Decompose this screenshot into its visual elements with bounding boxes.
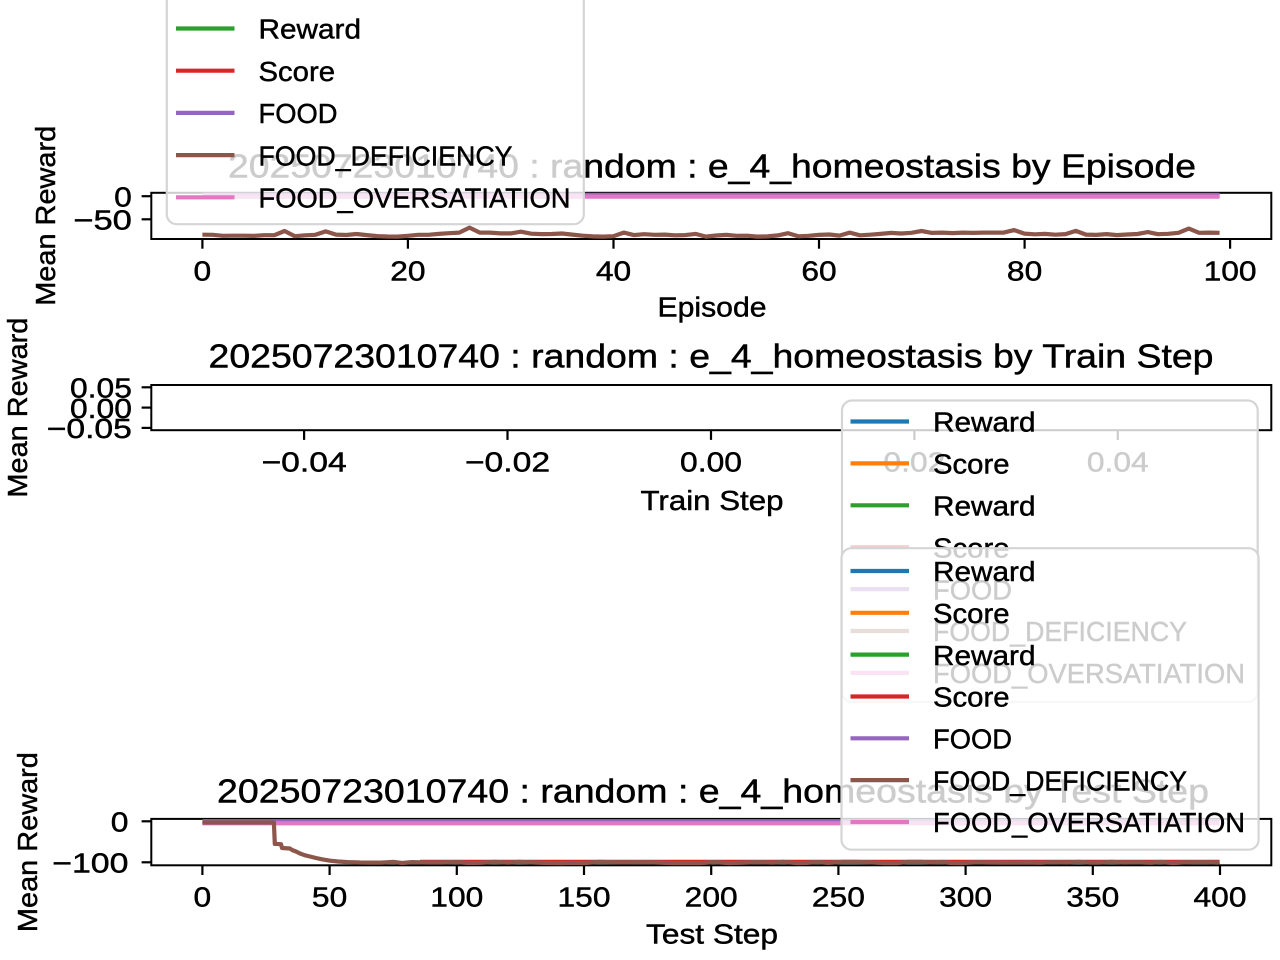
svg-text:0: 0 [194, 255, 212, 286]
svg-text:150: 150 [558, 882, 611, 913]
svg-text:80: 80 [1007, 255, 1042, 286]
svg-text:Test Step: Test Step [646, 918, 778, 949]
svg-text:50: 50 [312, 882, 347, 913]
svg-text:Score: Score [933, 682, 1010, 713]
svg-text:100: 100 [1204, 255, 1257, 286]
svg-text:300: 300 [939, 882, 992, 913]
svg-text:FOOD_DEFICIENCY: FOOD_DEFICIENCY [933, 765, 1187, 796]
svg-text:0: 0 [194, 882, 212, 913]
svg-text:400: 400 [1194, 882, 1247, 913]
svg-text:Mean Reward: Mean Reward [12, 752, 43, 932]
svg-text:−100: −100 [52, 847, 128, 878]
svg-text:0.00: 0.00 [70, 393, 132, 424]
svg-text:Score: Score [259, 56, 336, 87]
svg-text:0.00: 0.00 [680, 447, 742, 478]
svg-text:Train Step: Train Step [641, 485, 784, 516]
svg-text:0.05: 0.05 [70, 372, 132, 403]
svg-text:100: 100 [430, 882, 483, 913]
svg-text:Mean Reward: Mean Reward [2, 318, 33, 498]
svg-text:FOOD_OVERSATIATION: FOOD_OVERSATIATION [259, 182, 571, 213]
svg-text:200: 200 [685, 882, 738, 913]
svg-text:FOOD_DEFICIENCY: FOOD_DEFICIENCY [259, 140, 513, 171]
svg-text:Reward: Reward [259, 14, 362, 45]
svg-text:Reward: Reward [933, 490, 1036, 521]
svg-text:−0.05: −0.05 [47, 413, 132, 444]
svg-text:20250723010740 : random : e_4_: 20250723010740 : random : e_4_homeostasi… [209, 339, 1214, 376]
svg-text:Score: Score [933, 449, 1010, 480]
svg-text:FOOD: FOOD [259, 98, 338, 129]
svg-text:Reward: Reward [933, 407, 1036, 438]
svg-text:Reward: Reward [933, 640, 1036, 671]
svg-text:20: 20 [390, 255, 425, 286]
svg-text:0: 0 [114, 181, 132, 212]
svg-text:Mean Reward: Mean Reward [30, 126, 61, 306]
svg-text:350: 350 [1066, 882, 1119, 913]
svg-text:−0.02: −0.02 [465, 447, 550, 478]
svg-text:Reward: Reward [933, 556, 1036, 587]
svg-text:Episode: Episode [658, 291, 767, 322]
svg-text:60: 60 [801, 255, 836, 286]
svg-text:−50: −50 [73, 204, 132, 235]
svg-text:40: 40 [596, 255, 631, 286]
svg-text:FOOD_OVERSATIATION: FOOD_OVERSATIATION [933, 807, 1245, 838]
svg-text:Score: Score [933, 598, 1010, 629]
svg-text:250: 250 [812, 882, 865, 913]
svg-text:−0.04: −0.04 [262, 447, 347, 478]
svg-text:FOOD: FOOD [933, 723, 1012, 754]
svg-text:0: 0 [111, 806, 129, 837]
